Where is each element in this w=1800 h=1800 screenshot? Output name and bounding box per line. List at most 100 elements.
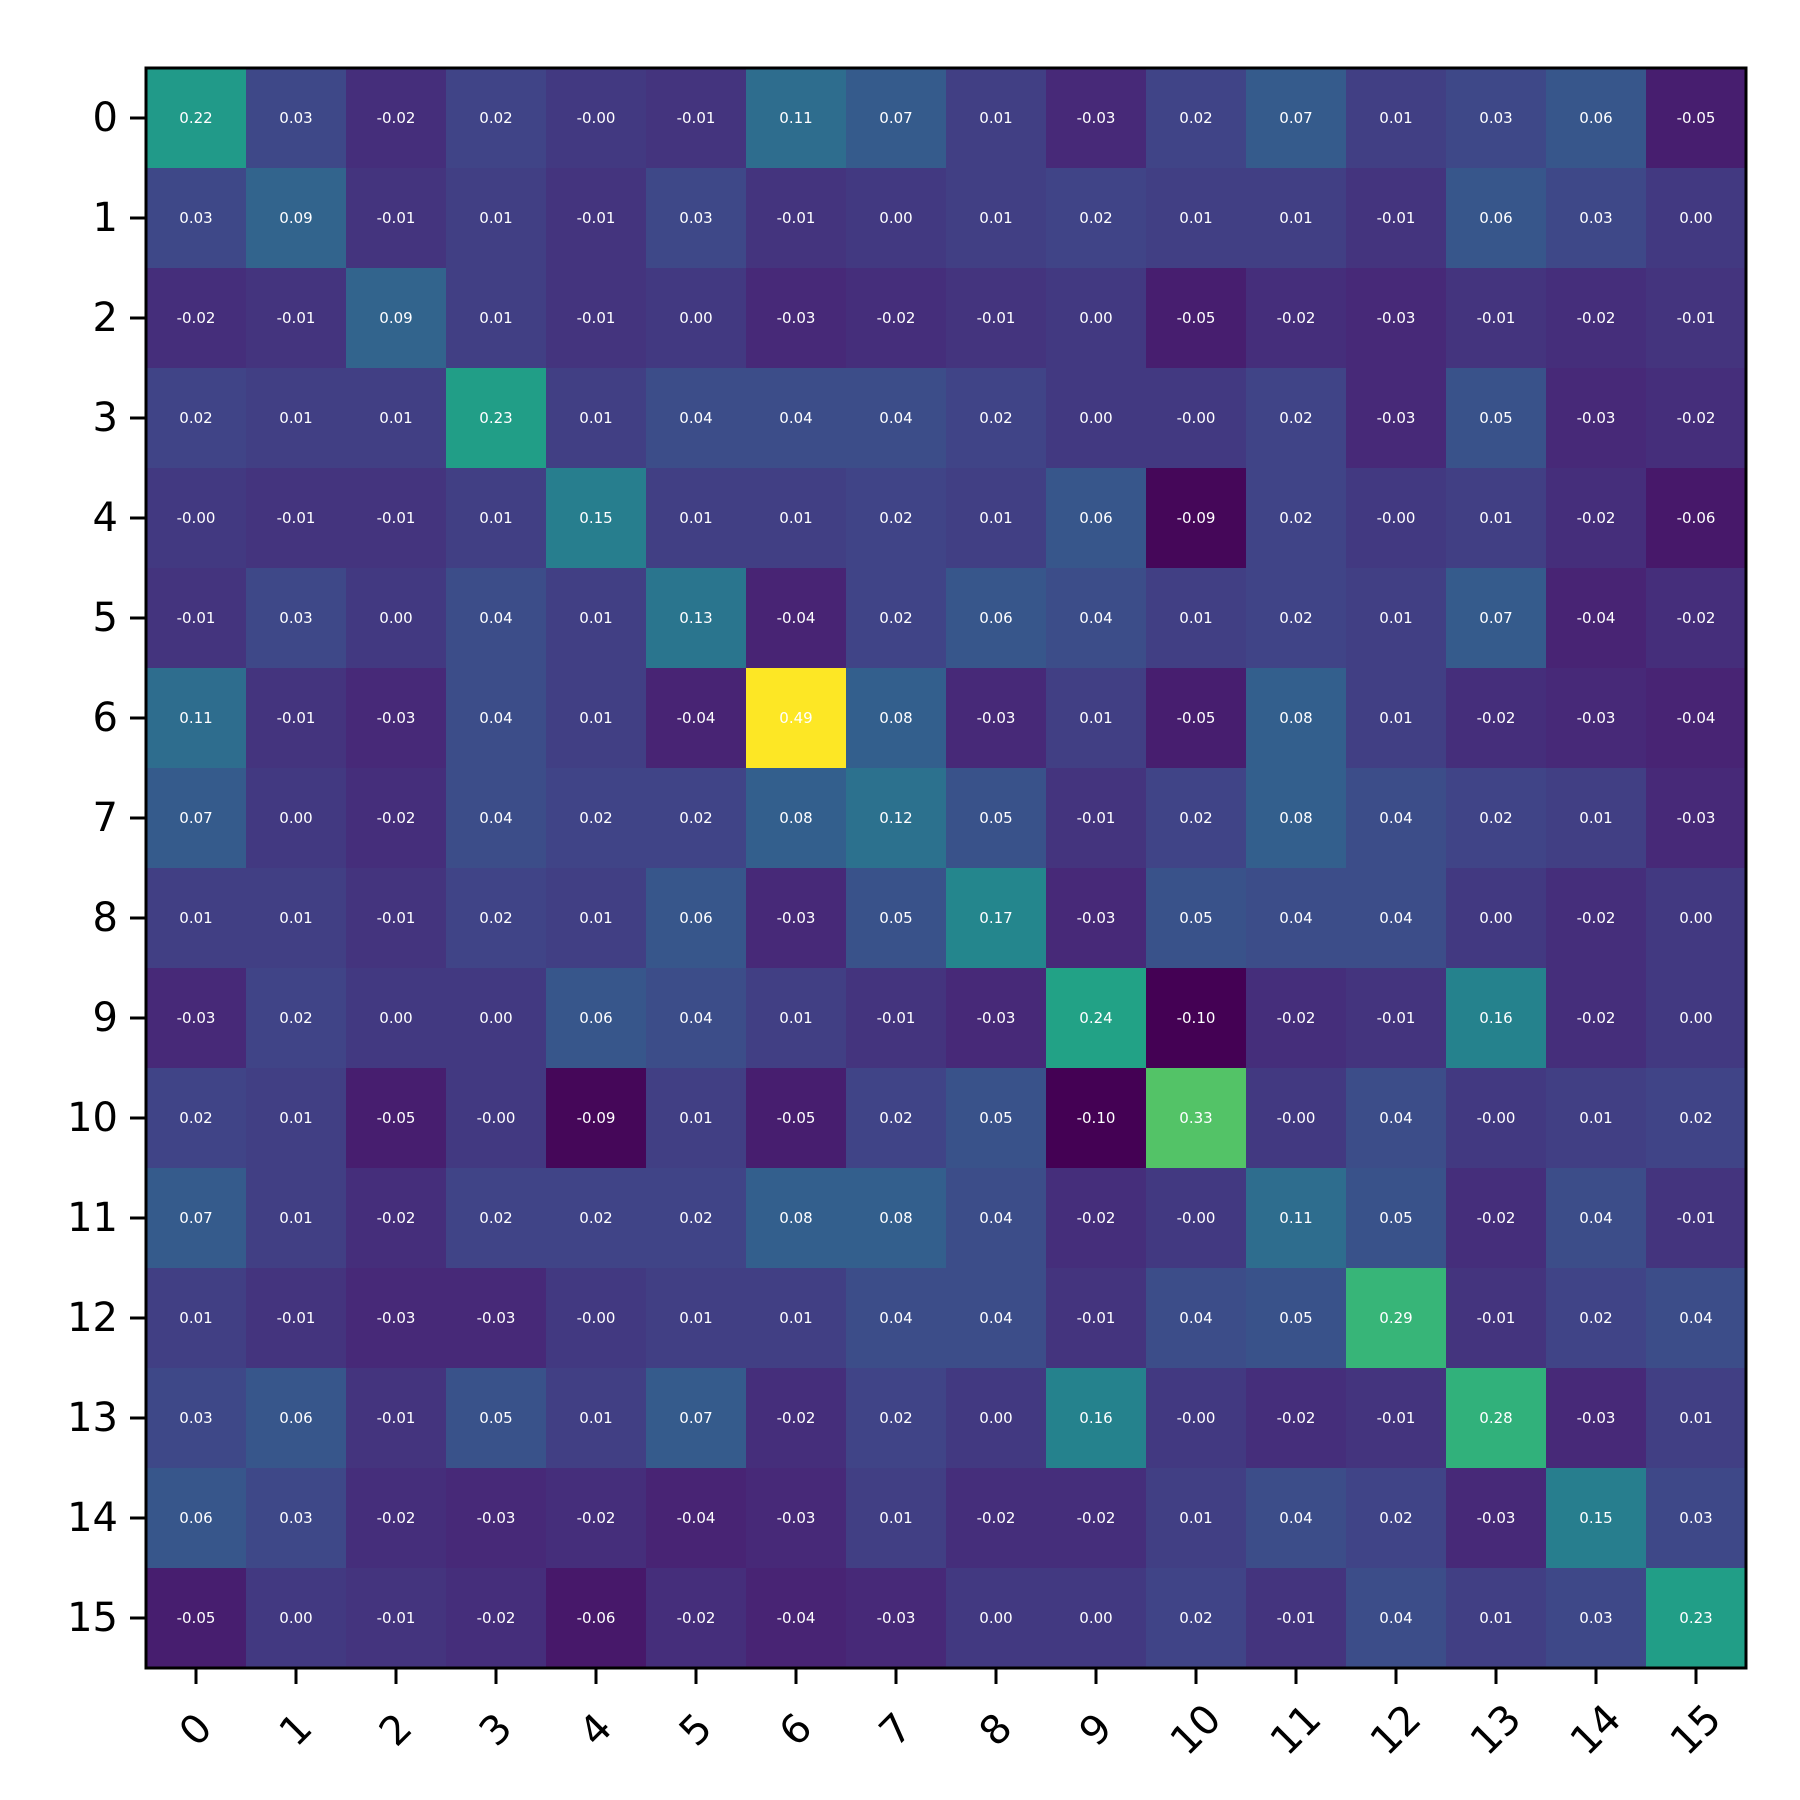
cell-value-label: 0.05 [1179, 909, 1212, 927]
heatmap-cell [1446, 768, 1547, 869]
heatmap-cell [946, 1568, 1047, 1669]
cell-value-label: -0.02 [777, 1409, 816, 1427]
cell-value-label: 0.09 [379, 309, 412, 327]
heatmap-cell [246, 1068, 347, 1169]
cell-value-label: 0.01 [579, 909, 612, 927]
cell-value-label: -0.02 [1077, 1509, 1116, 1527]
heatmap-cell [146, 968, 247, 1069]
cell-value-label: -0.00 [1177, 1209, 1216, 1227]
cell-value-label: 0.06 [579, 1009, 612, 1027]
heatmap-cell [246, 968, 347, 1069]
heatmap-cell [546, 868, 647, 969]
cell-value-label: 0.04 [1179, 1309, 1212, 1327]
cell-value-label: 0.01 [779, 1309, 812, 1327]
heatmap-cell [1546, 1368, 1647, 1469]
heatmap-cell [1346, 1068, 1447, 1169]
heatmap-cell [346, 568, 447, 669]
cell-value-label: 0.08 [1279, 709, 1312, 727]
heatmap-cell [646, 868, 747, 969]
cell-value-label: -0.02 [1077, 1209, 1116, 1227]
cell-value-label: 0.03 [679, 209, 712, 227]
heatmap-cell [446, 868, 547, 969]
cell-value-label: 0.01 [1379, 709, 1412, 727]
cell-value-label: -0.02 [377, 109, 416, 127]
heatmap-cell [546, 368, 647, 469]
heatmap-cell [1346, 1168, 1447, 1269]
cell-value-label: 0.00 [1679, 1009, 1712, 1027]
heatmap-cell [1246, 1268, 1347, 1369]
cell-value-label: 0.02 [1179, 1609, 1212, 1627]
cell-value-label: -0.01 [277, 509, 316, 527]
heatmap-cell [346, 1468, 447, 1569]
cell-value-label: 0.04 [979, 1209, 1012, 1227]
cell-value-label: 0.01 [579, 1409, 612, 1427]
y-tick-label: 12 [67, 1295, 118, 1341]
cell-value-label: 0.02 [679, 1209, 712, 1227]
cell-value-label: -0.06 [1677, 509, 1716, 527]
heatmap-cell [846, 768, 947, 869]
heatmap-cell [1646, 868, 1747, 969]
heatmap-cell [1546, 1468, 1647, 1569]
cell-value-label: 0.15 [579, 509, 612, 527]
heatmap-cell [446, 1368, 547, 1469]
cell-value-label: 0.05 [879, 909, 912, 927]
heatmap-cell [1646, 1568, 1747, 1669]
heatmap-cell [1346, 968, 1447, 1069]
heatmap-cell [1446, 268, 1547, 369]
heatmap-cell [1446, 68, 1547, 169]
heatmap-cell [1546, 1268, 1647, 1369]
cell-value-label: -0.05 [377, 1109, 416, 1127]
cell-value-label: 0.23 [479, 409, 512, 427]
heatmap-cell [1446, 968, 1547, 1069]
heatmap-cell [1146, 268, 1247, 369]
cell-value-label: 0.01 [179, 1309, 212, 1327]
y-tick-label: 4 [93, 495, 118, 541]
heatmap-cell [646, 1368, 747, 1469]
cell-value-label: 0.05 [1479, 409, 1512, 427]
heatmap-cell [1146, 1168, 1247, 1269]
cell-value-label: 0.06 [179, 1509, 212, 1527]
heatmap-cell [746, 868, 847, 969]
cell-value-label: -0.10 [1177, 1009, 1216, 1027]
heatmap-cell [1246, 1168, 1347, 1269]
heatmap-cell [1246, 668, 1347, 769]
heatmap-cell [146, 468, 247, 569]
heatmap-cell [146, 568, 247, 669]
heatmap-cell [1446, 1068, 1547, 1169]
heatmap-cell [146, 1468, 247, 1569]
cell-value-label: 0.07 [1479, 609, 1512, 627]
cell-value-label: 0.04 [679, 409, 712, 427]
cell-value-label: 0.03 [179, 209, 212, 227]
cell-value-label: 0.00 [1679, 209, 1712, 227]
cell-value-label: 0.01 [679, 1309, 712, 1327]
cell-value-label: 0.07 [879, 109, 912, 127]
heatmap-cell [246, 1468, 347, 1569]
heatmap-cell [346, 1368, 447, 1469]
cell-value-label: 0.01 [1679, 1409, 1712, 1427]
y-tick-label: 5 [93, 595, 118, 641]
heatmap-cell [1046, 768, 1147, 869]
cell-value-label: -0.00 [1177, 1409, 1216, 1427]
heatmap-cell [1246, 568, 1347, 669]
cell-value-label: -0.03 [1577, 1409, 1616, 1427]
cell-value-label: -0.03 [777, 1509, 816, 1527]
cell-value-label: 0.01 [979, 109, 1012, 127]
heatmap-cell [546, 1168, 647, 1269]
cell-value-label: 0.01 [279, 1109, 312, 1127]
heatmap-cell [146, 168, 247, 269]
cell-value-label: -0.03 [877, 1609, 916, 1627]
heatmap-cell [1246, 468, 1347, 569]
cell-value-label: -0.04 [677, 709, 716, 727]
cell-value-label: 0.01 [379, 409, 412, 427]
heatmap-cell [646, 368, 747, 469]
heatmap-cell [746, 1068, 847, 1169]
cell-value-label: -0.01 [877, 1009, 916, 1027]
cell-value-label: 0.02 [479, 909, 512, 927]
heatmap-cell [1446, 368, 1547, 469]
y-tick-label: 2 [93, 295, 118, 341]
heatmap-cell [146, 1568, 247, 1669]
cell-value-label: 0.01 [279, 1209, 312, 1227]
cell-value-label: 0.23 [1679, 1609, 1712, 1627]
heatmap-cell [1546, 1568, 1647, 1669]
heatmap-cell [846, 1568, 947, 1669]
